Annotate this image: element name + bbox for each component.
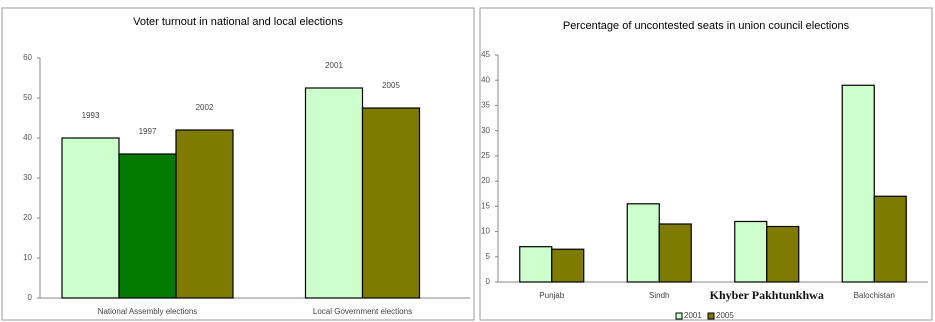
y-tick-label: 10 — [481, 227, 490, 236]
x-tick-label: Punjab — [539, 291, 564, 300]
y-tick-label: 60 — [23, 53, 32, 62]
bar — [873, 195, 907, 283]
bar-label: 2005 — [382, 81, 400, 90]
y-tick-label: 5 — [486, 252, 491, 261]
y-tick-label: 30 — [23, 173, 32, 182]
bar-label: 1993 — [82, 111, 100, 120]
y-tick-label: 20 — [481, 176, 490, 185]
y-tick-label: 35 — [481, 101, 490, 110]
bar — [118, 153, 177, 299]
bar — [304, 87, 364, 299]
bar — [658, 223, 692, 283]
bar — [734, 220, 768, 283]
x-tick-label: Sindh — [649, 291, 669, 300]
chart-title: Percentage of uncontested seats in union… — [563, 20, 850, 32]
bar — [519, 246, 553, 283]
y-tick-label: 0 — [486, 277, 491, 286]
chart-title: Voter turnout in national and local elec… — [133, 16, 343, 28]
x-tick-label-emph: Khyber Pakhtunkhwa — [710, 288, 824, 302]
x-tick-label: National Assembly elections — [98, 307, 198, 316]
bar — [626, 203, 660, 283]
bar-label: 2002 — [196, 103, 214, 112]
bar — [841, 84, 875, 283]
bar — [175, 129, 234, 299]
y-tick-label: 20 — [23, 213, 32, 222]
legend-label: 2005 — [716, 311, 734, 320]
y-tick-label: 40 — [23, 133, 32, 142]
y-tick-label: 25 — [481, 151, 490, 160]
y-tick-label: 15 — [481, 201, 490, 210]
legend-swatch — [707, 312, 715, 320]
bar — [361, 107, 421, 299]
x-tick-label: Local Government elections — [313, 307, 412, 316]
bar — [766, 225, 800, 283]
x-tick-label: Balochistan — [854, 291, 895, 300]
legend-label: 2001 — [684, 311, 702, 320]
y-tick-label: 0 — [28, 293, 33, 302]
bar — [61, 137, 120, 299]
y-tick-label: 50 — [23, 93, 32, 102]
legend-swatch — [675, 312, 683, 320]
y-tick-label: 45 — [481, 50, 490, 59]
y-tick-label: 10 — [23, 253, 32, 262]
bar-label: 1997 — [139, 127, 157, 136]
y-tick-label: 40 — [481, 75, 490, 84]
y-tick-label: 30 — [481, 126, 490, 135]
bar-label: 2001 — [325, 61, 343, 70]
bar — [551, 248, 585, 283]
